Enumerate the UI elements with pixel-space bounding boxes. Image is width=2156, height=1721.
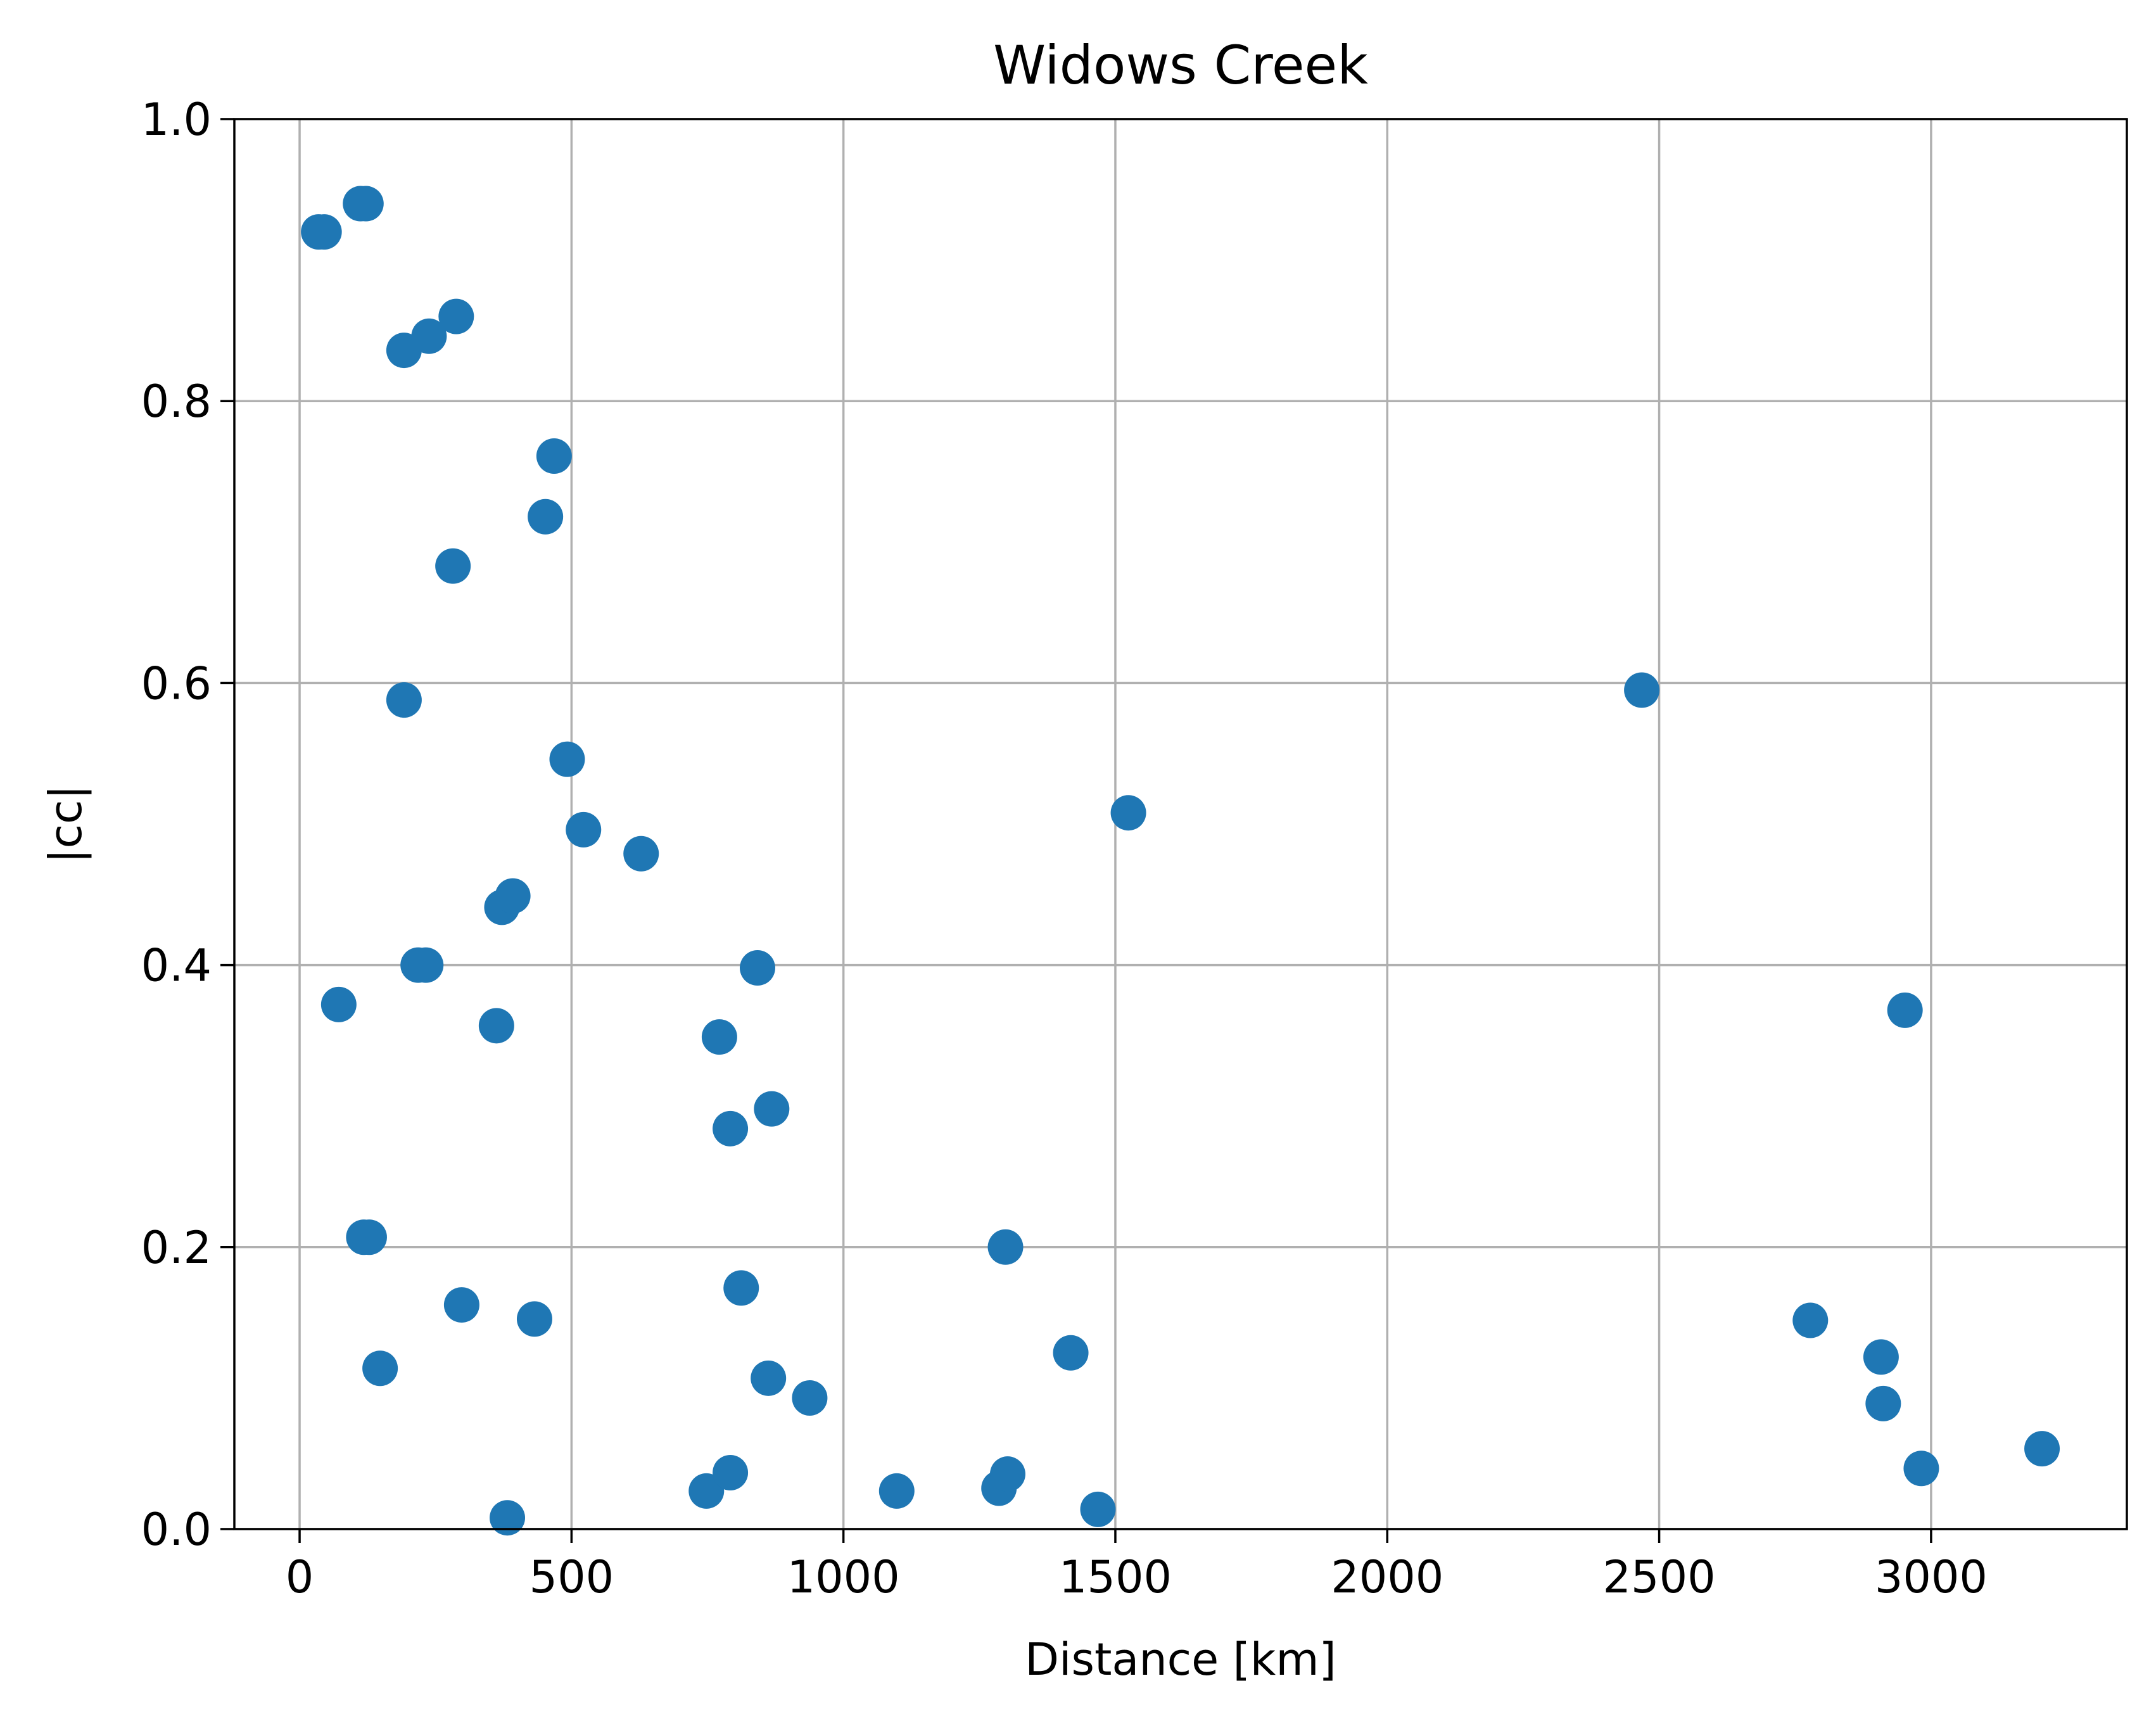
- scatter-point: [688, 1473, 725, 1509]
- scatter-point: [1110, 795, 1146, 831]
- scatter-point: [528, 499, 564, 535]
- x-axis-ticks: 0 500 1000 1500 2000 2500 3000: [286, 1529, 1988, 1603]
- scatter-point: [549, 741, 585, 777]
- scatter-point: [878, 1473, 915, 1509]
- scatter-point: [490, 1500, 526, 1536]
- scatter-point: [443, 1287, 479, 1323]
- data-points: [301, 186, 2060, 1536]
- scatter-point: [1887, 992, 1923, 1028]
- scatter-point: [320, 986, 357, 1022]
- scatter-point: [1053, 1335, 1089, 1371]
- scatter-point: [566, 811, 602, 848]
- scatter-point: [516, 1301, 552, 1337]
- scatter-point: [989, 1456, 1025, 1492]
- scatter-point: [739, 950, 775, 986]
- x-tick-label: 500: [529, 1551, 614, 1603]
- scatter-point: [1903, 1451, 1939, 1487]
- scatter-point: [348, 186, 384, 222]
- scatter-point: [1863, 1339, 1899, 1375]
- scatter-point: [536, 438, 572, 474]
- scatter-point: [362, 1350, 398, 1387]
- y-tick-label: 0.2: [141, 1222, 212, 1274]
- scatter-point: [408, 947, 444, 983]
- y-tick-label: 0.6: [141, 657, 212, 709]
- scatter-point: [351, 1219, 387, 1255]
- x-tick-label: 2000: [1331, 1551, 1443, 1603]
- scatter-point: [386, 682, 422, 718]
- scatter-point: [1080, 1491, 1116, 1527]
- scatter-point: [701, 1019, 737, 1055]
- y-tick-label: 0.4: [141, 940, 212, 992]
- scatter-point: [751, 1360, 787, 1396]
- scatter-point: [1792, 1302, 1829, 1338]
- scatter-point: [1865, 1385, 1901, 1421]
- y-axis-label: |cc|: [40, 785, 92, 863]
- x-tick-label: 2500: [1603, 1551, 1716, 1603]
- scatter-point: [306, 214, 342, 250]
- chart-title: Widows Creek: [993, 34, 1368, 96]
- y-axis-ticks: 0.0 0.2 0.4 0.6 0.8 1.0: [141, 94, 234, 1556]
- scatter-point: [987, 1229, 1024, 1265]
- x-tick-label: 3000: [1875, 1551, 1988, 1603]
- scatter-point: [1624, 672, 1660, 708]
- y-tick-label: 0.0: [141, 1504, 212, 1556]
- x-tick-label: 1500: [1059, 1551, 1172, 1603]
- scatter-point: [2024, 1431, 2060, 1467]
- x-tick-label: 0: [286, 1551, 314, 1603]
- scatter-point: [713, 1454, 749, 1490]
- scatter-point: [438, 298, 474, 334]
- y-tick-label: 1.0: [141, 94, 212, 146]
- scatter-point: [713, 1110, 749, 1146]
- scatter-point: [435, 548, 471, 584]
- scatter-point: [723, 1270, 759, 1306]
- scatter-point: [792, 1380, 828, 1416]
- x-axis-label: Distance [km]: [1025, 1634, 1336, 1686]
- scatter-point: [623, 835, 659, 872]
- scatter-point: [495, 878, 531, 914]
- x-tick-label: 1000: [787, 1551, 900, 1603]
- scatter-point: [411, 318, 447, 354]
- scatter-point: [478, 1008, 514, 1044]
- plot-frame: [233, 118, 2128, 1530]
- scatter-point: [754, 1091, 790, 1127]
- y-tick-label: 0.8: [141, 376, 212, 428]
